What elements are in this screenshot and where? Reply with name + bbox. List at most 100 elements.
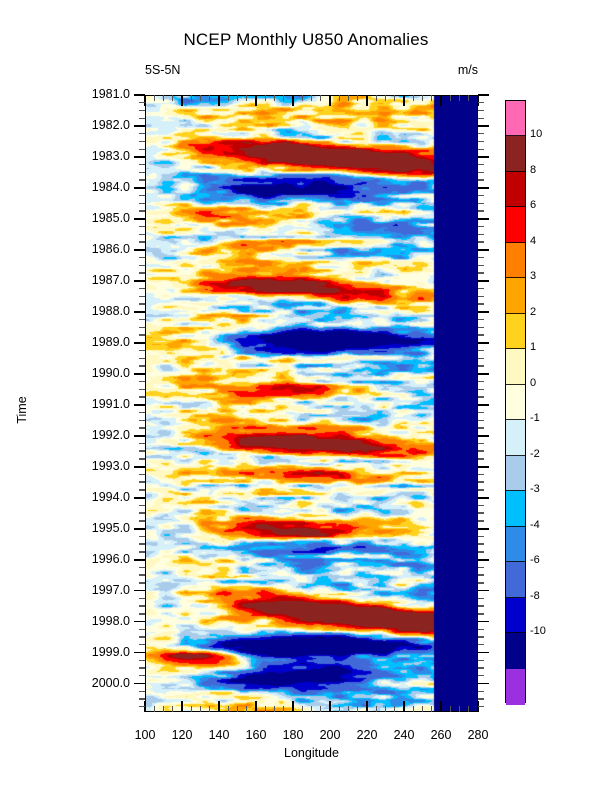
y-axis-minor-tick — [478, 574, 484, 576]
y-axis-major-tick — [134, 125, 145, 127]
colorbar-band — [506, 633, 525, 670]
colorbar-tick-label: 3 — [530, 270, 537, 283]
colorbar-tick-label: -2 — [530, 447, 540, 460]
y-axis-minor-tick — [478, 613, 484, 615]
y-axis-minor-tick — [478, 450, 484, 452]
y-axis-tick-label: 1993.0 — [91, 458, 130, 473]
x-axis-minor-tick — [236, 95, 239, 101]
colorbar-tick — [505, 277, 526, 279]
y-axis-minor-tick — [139, 520, 145, 522]
y-axis-minor-tick — [139, 225, 145, 228]
y-axis-tick-label: 1990.0 — [91, 365, 130, 380]
x-axis-minor-tick — [412, 95, 414, 101]
y-axis-minor-tick — [478, 667, 484, 669]
x-axis-major-tick — [292, 701, 294, 712]
y-axis-minor-tick — [139, 163, 145, 166]
y-axis-tick-label: 1989.0 — [91, 334, 130, 349]
x-axis-minor-tick — [449, 706, 451, 712]
x-axis-minor-tick — [301, 95, 303, 101]
colorbar-band — [506, 455, 525, 492]
y-axis-minor-tick — [478, 326, 484, 328]
y-axis-minor-tick — [478, 442, 484, 445]
y-axis-major-tick — [478, 496, 489, 499]
y-axis-minor-tick — [139, 512, 145, 514]
colorbar-tick — [505, 170, 526, 172]
y-axis-tick-label: 1983.0 — [91, 148, 130, 163]
y-axis-minor-tick — [139, 411, 145, 414]
x-axis-minor-tick — [458, 95, 461, 101]
y-axis-minor-tick — [139, 582, 145, 584]
x-axis-minor-tick — [347, 95, 350, 101]
y-axis-minor-tick — [478, 458, 484, 460]
colorbar-tick-label: -10 — [530, 625, 546, 638]
x-axis-major-tick — [292, 95, 294, 106]
y-axis-minor-tick — [478, 287, 484, 290]
y-axis-major-tick — [478, 527, 489, 530]
x-axis-tick-label: 260 — [430, 728, 452, 742]
y-axis-major-tick — [478, 341, 489, 344]
y-axis-major-tick — [478, 217, 489, 220]
y-axis-minor-tick — [139, 636, 145, 638]
y-axis-major-tick — [134, 558, 145, 561]
y-axis-tick-label: 1992.0 — [91, 427, 130, 442]
y-axis-minor-tick — [478, 675, 484, 677]
x-axis-minor-tick — [384, 95, 387, 101]
y-axis-minor-tick — [478, 388, 484, 390]
y-axis-major-tick — [134, 527, 145, 530]
y-axis-minor-tick — [478, 597, 484, 600]
y-axis-minor-tick — [478, 698, 484, 700]
colorbar-band — [506, 207, 525, 244]
y-axis-minor-tick — [139, 179, 145, 181]
x-axis-tick-label: 180 — [282, 728, 304, 742]
y-axis-minor-tick — [478, 690, 484, 692]
y-axis-minor-tick — [478, 512, 484, 514]
y-axis-tick-label: 2000.0 — [91, 675, 130, 690]
y-axis-minor-tick — [478, 427, 484, 429]
x-axis-minor-tick — [347, 706, 350, 712]
x-axis-minor-tick — [375, 706, 377, 712]
y-axis-major-tick — [134, 217, 145, 220]
y-axis-minor-tick — [139, 427, 145, 429]
x-axis-minor-tick — [264, 95, 266, 101]
y-axis-minor-tick — [478, 380, 484, 383]
colorbar-tick — [505, 135, 526, 137]
y-axis-major-tick — [478, 403, 489, 406]
x-axis-minor-tick — [431, 706, 433, 712]
y-axis-minor-tick — [139, 675, 145, 677]
y-axis-tick-label: 1997.0 — [91, 582, 130, 597]
y-axis-minor-tick — [478, 272, 484, 274]
x-axis-minor-tick — [209, 95, 211, 101]
x-axis-minor-tick — [468, 706, 470, 712]
y-axis-minor-tick — [139, 504, 145, 507]
x-axis-minor-tick — [227, 95, 229, 101]
y-axis-tick-label: 1996.0 — [91, 551, 130, 566]
y-axis-minor-tick — [139, 543, 145, 545]
y-axis-minor-tick — [478, 473, 484, 476]
colorbar-tick — [505, 206, 526, 208]
x-axis-minor-tick — [338, 706, 340, 712]
y-axis-minor-tick — [139, 334, 145, 336]
x-axis-minor-tick — [357, 95, 359, 101]
y-axis-minor-tick — [139, 535, 145, 538]
colorbar-tick — [505, 312, 526, 314]
y-axis-major-tick — [478, 156, 489, 158]
x-axis-minor-tick — [190, 95, 192, 101]
x-axis-major-tick — [440, 95, 442, 106]
x-axis-minor-tick — [227, 706, 229, 712]
colorbar-tick-label: 8 — [530, 163, 537, 176]
y-axis-minor-tick — [478, 303, 484, 305]
y-axis-minor-tick — [478, 396, 484, 398]
colorbar-band — [506, 668, 525, 705]
x-axis-minor-tick — [199, 95, 202, 101]
y-axis-minor-tick — [139, 194, 145, 197]
x-axis-minor-tick — [246, 95, 248, 101]
x-axis-minor-tick — [338, 95, 340, 101]
y-axis-minor-tick — [139, 256, 145, 259]
colorbar-band — [506, 313, 525, 350]
y-axis-major-tick — [134, 341, 145, 344]
x-axis-major-tick — [181, 95, 183, 106]
y-axis-minor-tick — [478, 179, 484, 181]
y-axis-minor-tick — [139, 489, 145, 491]
colorbar-tick — [505, 596, 526, 598]
y-axis-minor-tick — [139, 667, 145, 669]
